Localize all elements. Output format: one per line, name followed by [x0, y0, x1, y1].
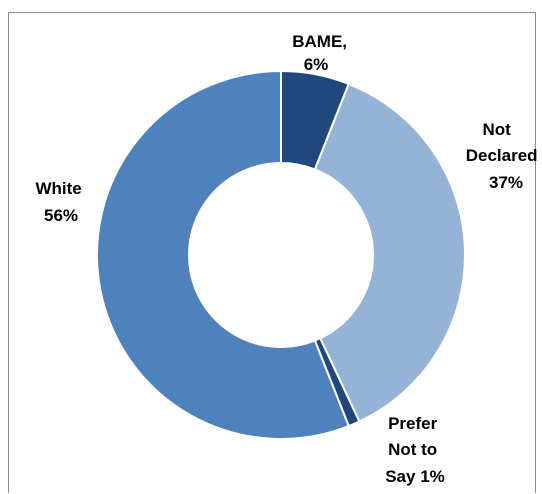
slice-label-prefer-not-to-say: Prefer Not to Say 1%: [385, 414, 445, 486]
slice-white: [96, 69, 351, 440]
donut-slices: [96, 69, 466, 440]
slice-label-not-declared: Not Declared 37%: [466, 120, 537, 192]
slice-label-white: White 56%: [35, 179, 86, 225]
chart-frame: BAME, 6% Not Declared 37% Prefer Not to …: [8, 12, 537, 493]
slice-label-bame: BAME, 6%: [292, 32, 352, 74]
slice-not-declared: [313, 82, 466, 423]
donut-chart: BAME, 6% Not Declared 37% Prefer Not to …: [35, 32, 537, 486]
slice-labels: BAME, 6% Not Declared 37% Prefer Not to …: [35, 32, 537, 486]
